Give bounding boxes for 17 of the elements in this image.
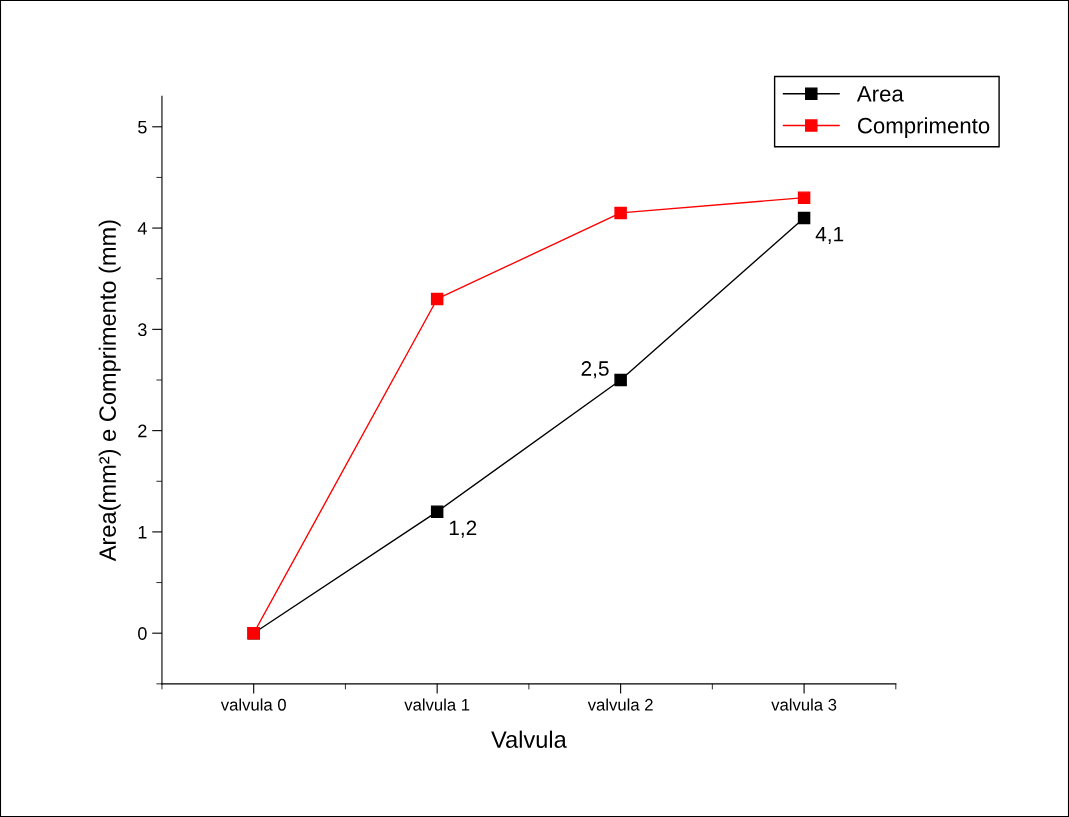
x-tick-label: valvula 2: [587, 698, 653, 711]
x-axis-title: Valvula: [491, 730, 567, 748]
x-tick-label: valvula 0: [220, 698, 286, 711]
legend-label: Comprimento: [857, 117, 990, 138]
x-tick-label: valvula 1: [404, 698, 470, 711]
data-label: 2,5: [581, 361, 609, 379]
data-label: 4,1: [815, 227, 844, 245]
y-tick-label: 2: [138, 424, 147, 438]
y-axis-title: Area(mm²) e Comprimento (mm): [98, 220, 121, 562]
y-tick-label: 5: [138, 120, 147, 134]
y-tick-label: 4: [137, 222, 147, 235]
legend-label: Area: [856, 86, 904, 102]
data-label: 1,2: [449, 520, 477, 538]
y-tick-label: 0: [138, 627, 147, 640]
x-tick-label: valvula 3: [771, 698, 837, 711]
y-tick-label: 1: [138, 526, 147, 539]
y-tick-label: 3: [138, 323, 147, 337]
